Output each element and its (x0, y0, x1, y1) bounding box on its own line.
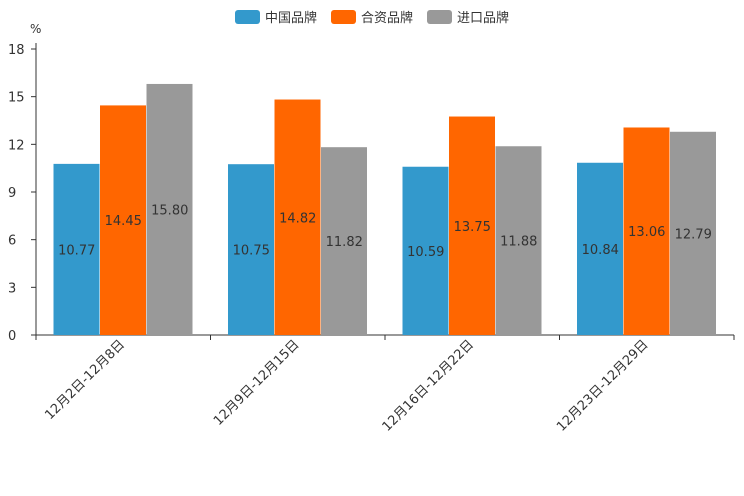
legend-swatch-china-brand (234, 9, 260, 24)
bar-0-0 (53, 163, 100, 335)
bar-label-2-2: 11.88 (500, 235, 537, 250)
bar-1-2 (321, 147, 367, 335)
x-tick-label-3: 12月23日-12月29日 (554, 337, 651, 434)
y-tick-label-0: 0 (8, 329, 16, 344)
bar-3-2 (670, 131, 716, 335)
bar-label-3-1: 13.06 (628, 225, 665, 240)
legend-label-joint-venture-brand: 合资品牌 (360, 11, 413, 26)
bar-3-0 (577, 162, 623, 335)
legend-item-china-brand[interactable]: 中国品牌 (234, 7, 317, 26)
legend: 中国品牌 合资品牌 进口品牌 (0, 7, 744, 26)
bar-label-1-0: 10.75 (233, 244, 270, 259)
legend-label-china-brand: 中国品牌 (264, 11, 317, 26)
bar-1-0 (228, 164, 274, 335)
x-tick-label-0: 12月2日-12月8日 (42, 337, 128, 423)
y-tick-label-6: 18 (8, 43, 25, 58)
bar-2-1 (449, 116, 495, 336)
bar-label-0-2: 15.80 (151, 203, 188, 218)
bar-label-1-1: 14.82 (279, 211, 316, 226)
legend-label-imported-brand: 进口品牌 (457, 11, 510, 26)
bar-2-2 (495, 146, 542, 335)
legend-swatch-imported-brand (427, 9, 452, 24)
bar-label-3-2: 12.79 (675, 227, 712, 242)
y-tick-label-3: 9 (8, 186, 16, 201)
bar-label-0-1: 14.45 (105, 214, 142, 229)
bar-0-2 (146, 83, 193, 335)
x-tick-label-1: 12月9日-12月15日 (211, 337, 303, 429)
y-tick-label-2: 6 (8, 234, 16, 249)
y-tick-label-5: 15 (8, 91, 25, 106)
bar-label-2-0: 10.59 (407, 245, 444, 260)
bar-2-0 (402, 166, 449, 335)
bar-0-1 (100, 105, 146, 336)
bar-label-2-1: 13.75 (454, 220, 491, 235)
y-tick-label-4: 12 (8, 138, 25, 153)
y-tick-label-1: 3 (8, 281, 16, 296)
x-tick-label-2: 12月16日-12月22日 (380, 337, 477, 434)
legend-item-joint-venture-brand[interactable]: 合资品牌 (330, 7, 413, 26)
bar-label-1-2: 11.82 (326, 235, 363, 250)
bar-1-1 (274, 99, 321, 335)
bar-3-1 (623, 127, 670, 335)
y-axis-unit: % (30, 22, 42, 36)
bar-label-0-0: 10.77 (58, 243, 95, 258)
legend-item-imported-brand[interactable]: 进口品牌 (427, 7, 509, 26)
legend-swatch-joint-venture-brand (330, 9, 356, 24)
bar-label-3-0: 10.84 (582, 243, 619, 258)
